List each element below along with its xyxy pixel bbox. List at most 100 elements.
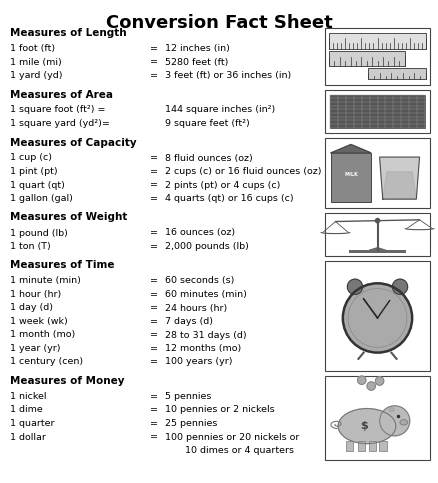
Text: 12 months (mo): 12 months (mo) [165, 344, 241, 353]
Text: Measures of Money: Measures of Money [10, 376, 124, 386]
Text: =: = [150, 419, 158, 428]
Text: Measures of Capacity: Measures of Capacity [10, 138, 137, 147]
Text: 1 quarter: 1 quarter [10, 419, 54, 428]
Bar [329, 32, 426, 49]
Text: 1 month (mo): 1 month (mo) [10, 330, 75, 340]
Bar [331, 153, 371, 202]
Text: 9 square feet (ft²): 9 square feet (ft²) [165, 119, 250, 128]
Bar [325, 28, 430, 85]
Text: 60 seconds (s): 60 seconds (s) [165, 276, 234, 285]
Text: =: = [150, 57, 158, 67]
Text: 1 square yard (yd²)=: 1 square yard (yd²)= [10, 119, 110, 128]
Text: 1 minute (min): 1 minute (min) [10, 276, 81, 285]
Text: $: $ [360, 421, 368, 431]
Bar [369, 441, 376, 451]
Ellipse shape [338, 409, 396, 443]
Text: 1 century (cen): 1 century (cen) [10, 357, 83, 367]
Ellipse shape [389, 408, 394, 412]
Text: 2,000 pounds (lb): 2,000 pounds (lb) [165, 242, 249, 251]
Text: =: = [150, 242, 158, 251]
Text: =: = [150, 344, 158, 353]
Text: 16 ounces (oz): 16 ounces (oz) [165, 228, 235, 238]
Text: 60 minutes (min): 60 minutes (min) [165, 290, 247, 299]
Text: 12 inches (in): 12 inches (in) [165, 44, 230, 53]
Text: =: = [150, 303, 158, 313]
Bar [357, 441, 365, 451]
Text: =: = [150, 228, 158, 238]
Bar [364, 408, 370, 410]
Text: =: = [150, 432, 158, 441]
Text: =: = [150, 71, 158, 80]
Text: 4 quarts (qt) or 16 cups (c): 4 quarts (qt) or 16 cups (c) [165, 194, 293, 203]
Text: 24 hours (hr): 24 hours (hr) [165, 303, 227, 313]
Text: 5280 feet (ft): 5280 feet (ft) [165, 57, 228, 67]
Text: 1 pound (lb): 1 pound (lb) [10, 228, 68, 238]
Text: 1 week (wk): 1 week (wk) [10, 317, 68, 326]
Bar [325, 260, 430, 371]
Text: 1 mile (mi): 1 mile (mi) [10, 57, 62, 67]
Text: Measures of Time: Measures of Time [10, 260, 114, 270]
Text: 1 year (yr): 1 year (yr) [10, 344, 60, 353]
Text: Measures of Weight: Measures of Weight [10, 213, 127, 223]
Text: =: = [150, 357, 158, 367]
Text: 1 nickel: 1 nickel [10, 392, 46, 401]
Text: =: = [150, 194, 158, 203]
Text: 100 years (yr): 100 years (yr) [165, 357, 233, 367]
Text: 1 yard (yd): 1 yard (yd) [10, 71, 63, 80]
Text: 2 cups (c) or 16 fluid ounces (oz): 2 cups (c) or 16 fluid ounces (oz) [165, 167, 321, 176]
Text: Conversion Fact Sheet: Conversion Fact Sheet [106, 14, 332, 32]
Text: 1 cup (c): 1 cup (c) [10, 154, 52, 162]
Circle shape [367, 382, 375, 390]
Text: 1 square foot (ft²) =: 1 square foot (ft²) = [10, 105, 106, 114]
Text: 25 pennies: 25 pennies [165, 419, 217, 428]
Text: =: = [150, 181, 158, 189]
Bar [325, 213, 430, 256]
Text: Measures of Length: Measures of Length [10, 28, 127, 38]
Circle shape [392, 279, 408, 295]
Bar [379, 441, 387, 451]
Circle shape [343, 284, 412, 353]
Text: =: = [150, 290, 158, 299]
Text: 1 dime: 1 dime [10, 406, 43, 414]
Text: 10 dimes or 4 quarters: 10 dimes or 4 quarters [185, 446, 294, 455]
Text: 1 gallon (gal): 1 gallon (gal) [10, 194, 73, 203]
Text: 1 dollar: 1 dollar [10, 432, 46, 441]
Text: =: = [150, 44, 158, 53]
Text: =: = [150, 276, 158, 285]
Text: 7 days (d): 7 days (d) [165, 317, 213, 326]
Text: 5 pennies: 5 pennies [165, 392, 212, 401]
Circle shape [347, 279, 363, 295]
Bar [330, 95, 425, 128]
Text: =: = [150, 154, 158, 162]
Text: =: = [150, 317, 158, 326]
Text: 1 pint (pt): 1 pint (pt) [10, 167, 58, 176]
Polygon shape [331, 144, 371, 153]
Circle shape [375, 377, 384, 385]
Text: 100 pennies or 20 nickels or: 100 pennies or 20 nickels or [165, 432, 300, 441]
Text: MILK: MILK [344, 172, 358, 177]
Text: 1 foot (ft): 1 foot (ft) [10, 44, 55, 53]
Text: 2 pints (pt) or 4 cups (c): 2 pints (pt) or 4 cups (c) [165, 181, 280, 189]
Circle shape [357, 376, 366, 384]
Text: 144 square inches (in²): 144 square inches (in²) [165, 105, 275, 114]
Text: 1 day (d): 1 day (d) [10, 303, 53, 313]
Text: Measures of Area: Measures of Area [10, 89, 113, 99]
Circle shape [375, 219, 380, 223]
Text: 1 quart (qt): 1 quart (qt) [10, 181, 65, 189]
Bar [325, 376, 430, 459]
Polygon shape [380, 157, 420, 199]
Text: 1 ton (T): 1 ton (T) [10, 242, 51, 251]
Bar [346, 441, 353, 451]
Text: =: = [150, 392, 158, 401]
Text: 10 pennies or 2 nickels: 10 pennies or 2 nickels [165, 406, 275, 414]
Bar [325, 138, 430, 208]
Circle shape [380, 406, 410, 436]
Text: =: = [150, 167, 158, 176]
Text: 28 to 31 days (d): 28 to 31 days (d) [165, 330, 247, 340]
Bar [368, 68, 426, 79]
Text: 8 fluid ounces (oz): 8 fluid ounces (oz) [165, 154, 253, 162]
Text: =: = [150, 406, 158, 414]
Bar [349, 250, 406, 253]
Text: 3 feet (ft) or 36 inches (in): 3 feet (ft) or 36 inches (in) [165, 71, 291, 80]
Polygon shape [383, 172, 416, 199]
